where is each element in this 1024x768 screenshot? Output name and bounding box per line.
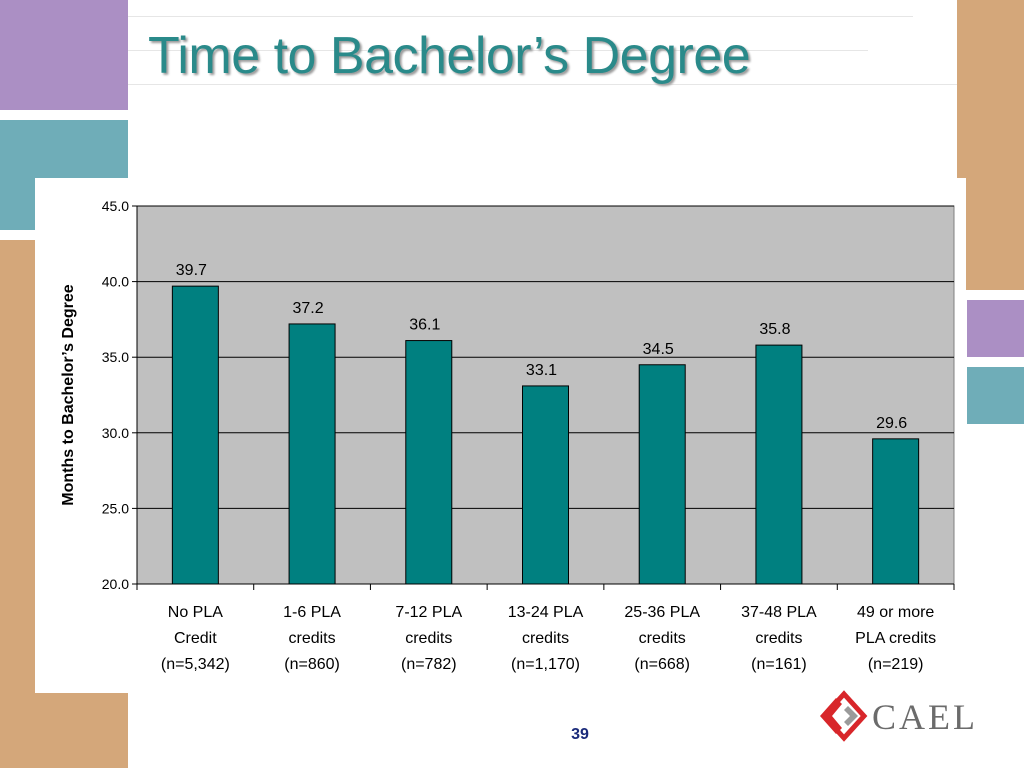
bar (171, 285, 219, 585)
y-tick-label: 45.0 (102, 198, 129, 214)
category-label: Credit (174, 630, 217, 647)
category-label: (n=161) (751, 656, 807, 673)
bars (171, 285, 920, 585)
tan-block-top-right (957, 0, 1024, 290)
y-tick-label: 35.0 (102, 349, 129, 365)
slide-title: Time to Bachelor’s Degree (148, 27, 751, 85)
data-label: 33.1 (526, 362, 557, 379)
bar (288, 323, 336, 585)
category-labels: No PLA Credit (n=5,342) 1-6 PLA credits (n=86… (161, 604, 936, 673)
category-label: credits (639, 630, 686, 647)
category-label: PLA credits (855, 630, 936, 647)
purple-block-right (967, 300, 1024, 357)
category-label: credits (755, 630, 802, 647)
category-label: No PLA (168, 604, 223, 621)
y-tick-label: 40.0 (102, 274, 129, 290)
y-tick-label: 25.0 (102, 500, 129, 516)
category-label: 7-12 PLA (395, 604, 462, 621)
y-tick-label: 30.0 (102, 425, 129, 441)
teal-block-right (967, 367, 1024, 424)
category-label: 49 or more (857, 604, 934, 621)
data-label: 39.7 (176, 262, 207, 279)
data-labels: 39.7 37.2 36.1 33.1 34.5 35.8 29.6 (176, 262, 908, 432)
bar (872, 438, 920, 585)
y-tick-label: 20.0 (102, 576, 129, 592)
category-label: (n=219) (868, 656, 924, 673)
y-axis-label: Months to Bachelor’s Degree (60, 284, 77, 505)
bar (405, 340, 453, 585)
y-axis: 20.0 25.0 30.0 35.0 40.0 45.0 (102, 198, 138, 592)
category-label: (n=5,342) (161, 656, 230, 673)
data-label: 36.1 (409, 317, 440, 334)
category-label: 25-36 PLA (624, 604, 700, 621)
category-label: credits (522, 630, 569, 647)
bar (638, 364, 686, 585)
chart-panel: 20.0 25.0 30.0 35.0 40.0 45.0 39.7 37.2 36.1 33.… (35, 178, 966, 693)
category-label: (n=1,170) (511, 656, 580, 673)
category-label: 13-24 PLA (508, 604, 584, 621)
data-label: 37.2 (293, 300, 324, 317)
bar (522, 385, 569, 585)
bar (755, 344, 803, 585)
x-axis (136, 583, 955, 590)
title-rule-2 (128, 50, 868, 51)
data-label: 34.5 (643, 341, 674, 358)
category-label: 1-6 PLA (283, 604, 341, 621)
data-label: 29.6 (876, 415, 907, 432)
title-rule-3 (128, 84, 957, 85)
data-label: 35.8 (759, 321, 790, 338)
cael-logo: CAEL (806, 684, 996, 750)
purple-block-top-left (0, 0, 128, 110)
category-label: credits (405, 630, 452, 647)
title-rule-1 (128, 16, 913, 17)
logo-text: CAEL (872, 697, 978, 737)
category-label: 37-48 PLA (741, 604, 817, 621)
bar-chart: 20.0 25.0 30.0 35.0 40.0 45.0 39.7 37.2 36.1 33.… (60, 198, 955, 673)
category-label: (n=860) (284, 656, 340, 673)
category-label: credits (289, 630, 336, 647)
category-label: (n=668) (634, 656, 690, 673)
category-label: (n=782) (401, 656, 457, 673)
cael-logo-mark-icon (820, 690, 868, 742)
page-number: 39 (571, 726, 589, 743)
